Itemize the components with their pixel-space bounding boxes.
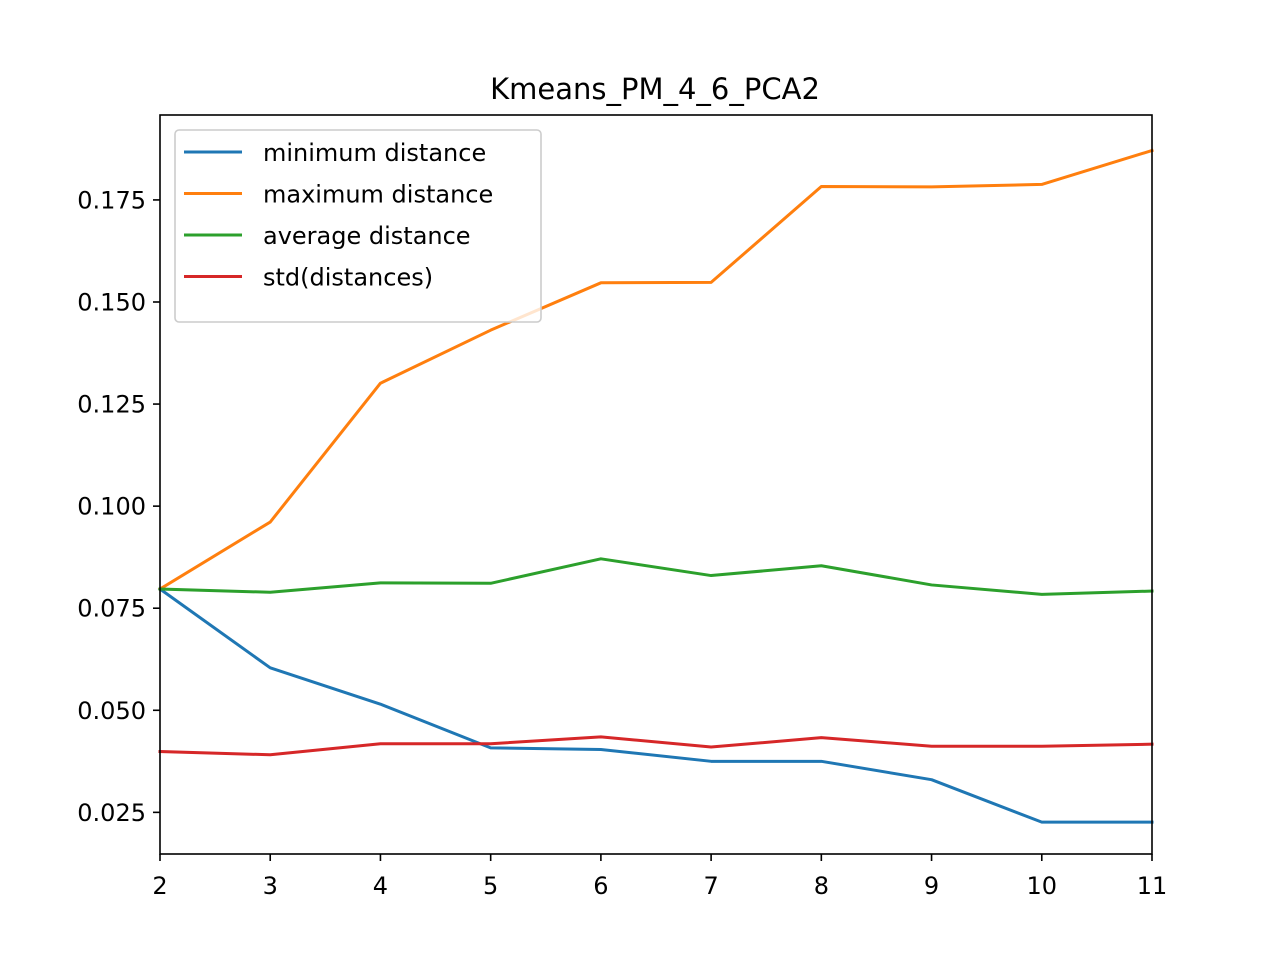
y-tick-label: 0.150 — [77, 288, 146, 316]
x-tick-label: 4 — [373, 872, 388, 900]
y-tick-label: 0.100 — [77, 493, 146, 521]
x-tick-label: 11 — [1137, 872, 1168, 900]
legend-label-0: minimum distance — [263, 139, 486, 167]
x-tick-label: 5 — [483, 872, 498, 900]
series-lines — [157, 148, 1154, 824]
chart-title: Kmeans_PM_4_6_PCA2 — [490, 72, 820, 106]
legend-label-2: average distance — [263, 222, 471, 250]
plot-frame — [159, 114, 1153, 855]
x-tick-label: 9 — [924, 872, 939, 900]
series-line-2 — [158, 557, 1154, 596]
series-line-0 — [157, 586, 1154, 824]
x-tick-label: 6 — [593, 872, 608, 900]
legend-box — [174, 129, 542, 323]
y-tick-label: 0.075 — [77, 595, 146, 623]
y-tick-label: 0.025 — [77, 799, 146, 827]
series-line-3 — [158, 735, 1154, 757]
x-axis: 2 3 4 5 6 7 8 9 10 11 — [152, 854, 1167, 900]
legend-label-3: std(distances) — [263, 264, 433, 292]
x-tick-label: 3 — [263, 872, 278, 900]
legend-label-1: maximum distance — [263, 181, 493, 209]
x-tick-label: 8 — [814, 872, 829, 900]
y-axis: 0.025 0.050 0.075 0.100 0.125 0.150 0.175 — [77, 186, 160, 827]
series-line-1 — [157, 148, 1154, 592]
y-tick-label: 0.175 — [77, 186, 146, 214]
x-tick-label: 10 — [1027, 872, 1058, 900]
legend: minimum distance maximum distance average … — [174, 129, 542, 323]
x-tick-label: 2 — [152, 872, 167, 900]
y-tick-label: 0.125 — [77, 391, 146, 419]
x-tick-label: 7 — [703, 872, 718, 900]
y-tick-label: 0.050 — [77, 697, 146, 725]
